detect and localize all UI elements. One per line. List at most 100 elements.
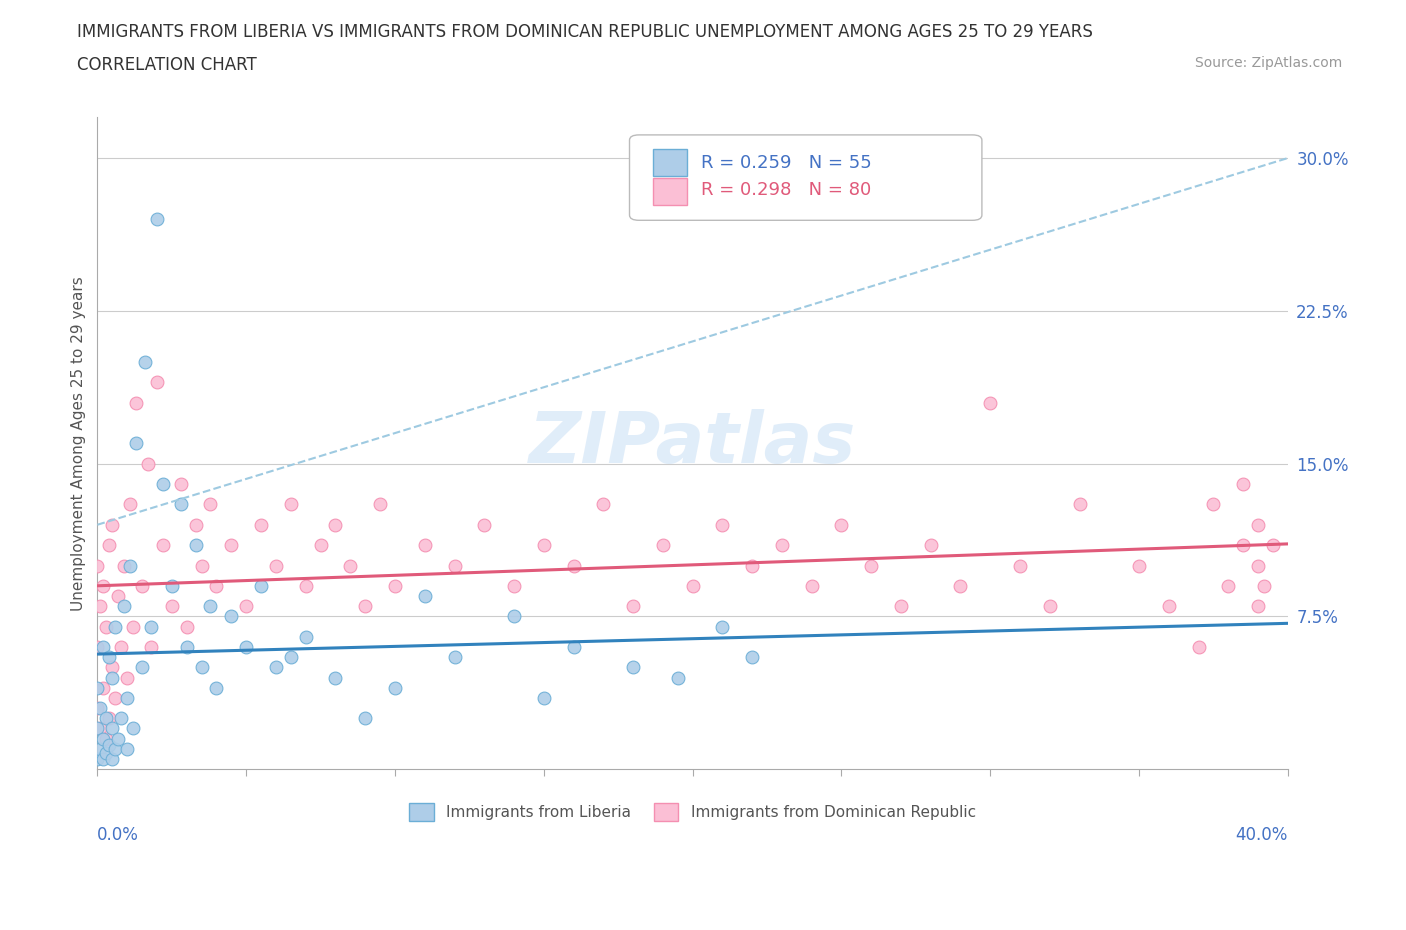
Point <box>682 578 704 593</box>
Text: CORRELATION CHART: CORRELATION CHART <box>77 56 257 73</box>
Point <box>86 721 108 736</box>
Point <box>413 538 436 552</box>
Point <box>176 619 198 634</box>
Point <box>101 721 124 736</box>
Point <box>250 578 273 593</box>
Point <box>621 660 644 675</box>
Point <box>160 599 183 614</box>
Point <box>235 640 257 655</box>
Text: 0.0%: 0.0% <box>97 826 139 844</box>
FancyBboxPatch shape <box>654 178 686 206</box>
Text: ZIPatlas: ZIPatlas <box>529 409 856 478</box>
Point <box>96 711 118 725</box>
Point <box>89 700 111 715</box>
Point <box>89 721 111 736</box>
Point <box>184 538 207 552</box>
Point <box>1247 558 1270 573</box>
Point <box>503 609 526 624</box>
Point <box>107 731 129 746</box>
Point <box>562 558 585 573</box>
Point <box>280 497 302 512</box>
FancyBboxPatch shape <box>630 135 981 220</box>
Point <box>770 538 793 552</box>
Point <box>125 436 148 451</box>
Point <box>91 731 114 746</box>
Point <box>115 671 138 685</box>
Point <box>979 395 1001 410</box>
Y-axis label: Unemployment Among Ages 25 to 29 years: Unemployment Among Ages 25 to 29 years <box>72 276 86 611</box>
Point <box>110 640 132 655</box>
Point <box>86 640 108 655</box>
Point <box>1008 558 1031 573</box>
Point <box>325 671 347 685</box>
Point <box>533 690 555 705</box>
Point <box>1232 476 1254 491</box>
Point <box>1218 578 1240 593</box>
Point <box>413 589 436 604</box>
Point <box>190 660 212 675</box>
Point <box>1202 497 1225 512</box>
Point <box>711 517 734 532</box>
Point <box>98 538 121 552</box>
Point <box>91 640 114 655</box>
Point <box>160 578 183 593</box>
Point <box>339 558 361 573</box>
Point <box>146 375 169 390</box>
Point <box>200 497 222 512</box>
Point <box>96 731 118 746</box>
Point <box>741 558 763 573</box>
Point <box>86 751 108 766</box>
Point <box>152 538 174 552</box>
Point <box>205 681 228 696</box>
Point <box>800 578 823 593</box>
Point <box>1187 640 1209 655</box>
FancyBboxPatch shape <box>654 149 686 176</box>
Point <box>101 517 124 532</box>
Point <box>235 599 257 614</box>
Point <box>86 558 108 573</box>
Point <box>122 721 145 736</box>
Point <box>860 558 883 573</box>
Point <box>112 558 135 573</box>
Point <box>146 212 169 227</box>
Point <box>354 599 377 614</box>
Point <box>250 517 273 532</box>
Text: R = 0.259   N = 55: R = 0.259 N = 55 <box>702 154 872 172</box>
Point <box>101 751 124 766</box>
Point <box>1157 599 1180 614</box>
Point <box>830 517 852 532</box>
Point <box>592 497 614 512</box>
Point <box>280 650 302 665</box>
Point <box>205 578 228 593</box>
Point <box>86 681 108 696</box>
Point <box>309 538 332 552</box>
Point <box>443 558 465 573</box>
Point <box>152 476 174 491</box>
Point <box>184 517 207 532</box>
Point <box>139 640 162 655</box>
Text: Source: ZipAtlas.com: Source: ZipAtlas.com <box>1195 56 1343 70</box>
Point <box>115 741 138 756</box>
Point <box>1247 599 1270 614</box>
Point <box>1232 538 1254 552</box>
Point <box>96 746 118 761</box>
Point <box>96 619 118 634</box>
Point <box>264 660 287 675</box>
Text: R = 0.298   N = 80: R = 0.298 N = 80 <box>702 180 872 198</box>
Point <box>200 599 222 614</box>
Point <box>86 700 108 715</box>
Point <box>325 517 347 532</box>
Point <box>219 609 242 624</box>
Point <box>503 578 526 593</box>
Point <box>533 538 555 552</box>
Point <box>101 671 124 685</box>
Point <box>176 640 198 655</box>
Point <box>104 741 127 756</box>
Point <box>920 538 942 552</box>
Point <box>368 497 391 512</box>
Point <box>89 599 111 614</box>
Point <box>115 690 138 705</box>
Point <box>1247 517 1270 532</box>
Point <box>134 354 156 369</box>
Point <box>219 538 242 552</box>
